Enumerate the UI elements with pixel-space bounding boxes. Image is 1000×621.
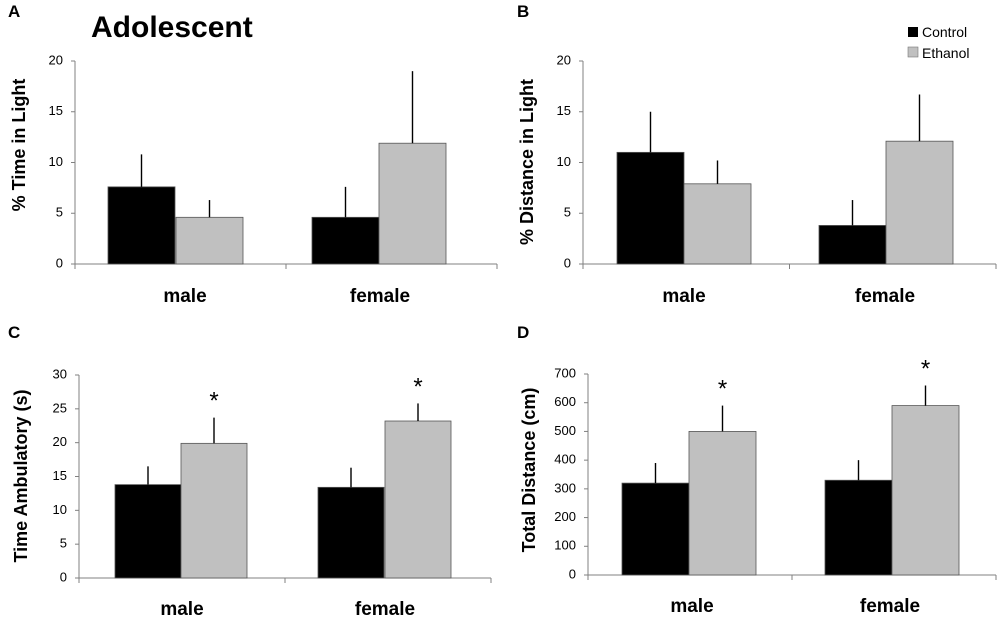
y-tick-label-d: 0	[569, 566, 576, 581]
y-tick-label-c: 25	[53, 400, 67, 415]
legend-label-ethanol: Ethanol	[922, 45, 969, 61]
y-tick-label-a: 10	[49, 154, 63, 169]
y-tick-label-c: 10	[53, 502, 67, 517]
y-tick-label-c: 5	[60, 536, 67, 551]
legend-label-control: Control	[922, 24, 967, 40]
y-tick-label-c: 20	[53, 434, 67, 449]
bar-d-female-ethanol	[891, 405, 960, 576]
x-category-label-a: female	[350, 286, 410, 307]
panel-letter-a: A	[8, 2, 20, 21]
y-tick-label-b: 15	[557, 103, 571, 118]
x-category-label-c: female	[355, 599, 415, 620]
significance-marker-c-female: *	[413, 373, 422, 400]
y-tick-label-a: 15	[49, 103, 63, 118]
panel-letter-b: B	[517, 2, 529, 21]
x-category-label-c: male	[160, 599, 203, 620]
y-tick-label-d: 700	[554, 365, 576, 380]
bar-d-male-ethanol	[688, 431, 757, 576]
bar-a-male-ethanol	[175, 216, 244, 265]
y-tick-label-d: 100	[554, 538, 576, 553]
y-axis-label-d: Total Distance (cm)	[519, 388, 539, 553]
x-category-label-a: male	[163, 286, 206, 307]
panel-b: B % Distance in Light 0 5 10 15 20 male female	[517, 2, 997, 307]
x-category-label-d: male	[670, 596, 713, 617]
panel-a: A % Time in Light 0 5 10 15 20 male female	[8, 2, 498, 307]
figure-title: Adolescent	[91, 11, 253, 44]
y-tick-label-d: 400	[554, 452, 576, 467]
y-axis-label-b: % Distance in Light	[517, 79, 537, 245]
significance-marker-d-female: *	[921, 355, 930, 382]
y-tick-label-b: 20	[557, 52, 571, 67]
panel-c: C Time Ambulatory (s) 0 5 10 15 20 25 30 male fema…	[8, 323, 492, 620]
bar-b-male-control	[616, 151, 685, 265]
y-tick-label-b: 0	[564, 255, 571, 270]
bar-d-male-control	[621, 482, 690, 576]
bar-d-female-control	[824, 479, 893, 576]
panel-d: D Total Distance (cm) 0 100 200 300 400 500 600 7…	[517, 323, 997, 617]
y-tick-label-d: 200	[554, 509, 576, 524]
bar-c-male-control	[114, 484, 182, 579]
y-tick-label-a: 0	[56, 255, 63, 270]
y-tick-label-c: 0	[60, 569, 67, 584]
bar-a-female-control	[311, 216, 380, 265]
bar-b-female-control	[818, 225, 887, 265]
legend: Control Ethanol	[907, 24, 969, 61]
bar-a-female-ethanol	[378, 142, 447, 265]
y-axis-label-a: % Time in Light	[9, 79, 29, 212]
y-tick-label-c: 15	[53, 468, 67, 483]
y-tick-label-b: 5	[564, 205, 571, 220]
y-axis-label-c: Time Ambulatory (s)	[11, 389, 31, 562]
bar-b-female-ethanol	[885, 140, 954, 265]
bar-c-female-ethanol	[384, 420, 452, 579]
y-tick-label-a: 20	[49, 52, 63, 67]
legend-swatch-ethanol	[907, 46, 919, 58]
y-tick-label-a: 5	[56, 205, 63, 220]
bar-a-male-control	[107, 186, 176, 265]
y-tick-label-d: 600	[554, 394, 576, 409]
legend-swatch-control	[908, 27, 918, 37]
bar-c-male-ethanol	[180, 442, 248, 579]
panel-letter-c: C	[8, 323, 20, 342]
panel-letter-d: D	[517, 323, 529, 342]
significance-marker-c-male: *	[209, 388, 218, 415]
bar-c-female-control	[317, 486, 385, 579]
y-tick-label-b: 10	[557, 154, 571, 169]
x-category-label-d: female	[860, 596, 920, 617]
y-tick-label-d: 300	[554, 480, 576, 495]
y-tick-label-d: 500	[554, 423, 576, 438]
x-category-label-b: female	[855, 286, 915, 307]
x-category-label-b: male	[662, 286, 705, 307]
y-tick-label-c: 30	[53, 366, 67, 381]
significance-marker-d-male: *	[718, 376, 727, 403]
bar-b-male-ethanol	[683, 183, 752, 265]
